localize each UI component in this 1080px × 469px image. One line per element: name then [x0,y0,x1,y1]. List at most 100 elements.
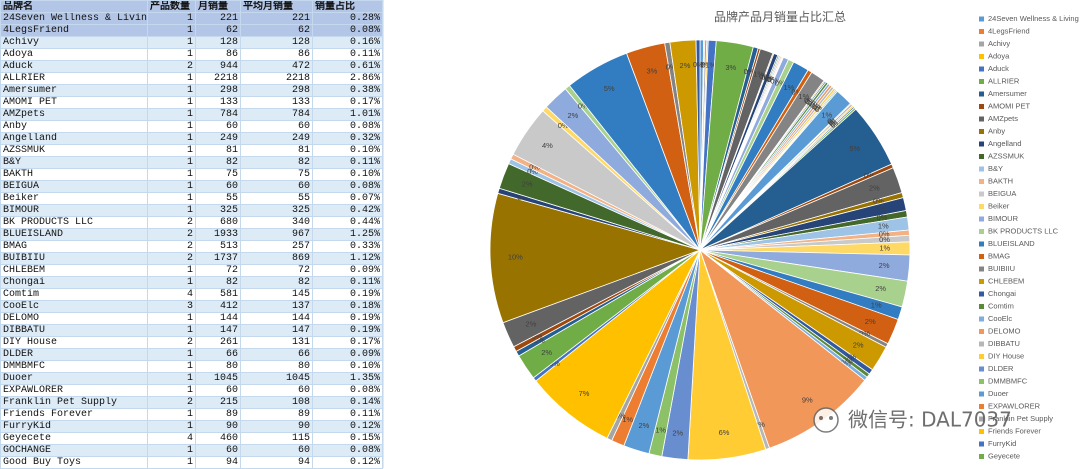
table-cell: 340 [240,216,313,229]
table-cell: 0.32% [312,132,383,145]
table-cell: 4 [147,288,196,301]
table-cell: 0.11% [312,156,383,169]
table-row: Adoya 1 86 86 0.11% [0,48,383,61]
column-header: 品牌名 [0,0,148,13]
legend-swatch [979,116,984,122]
table-row: Amersumer 1 298 298 0.38% [0,84,383,97]
table-cell: CHLEBEM [0,264,148,277]
data-label: 1% [821,111,832,120]
table-row: CooElc 3 412 137 0.18% [0,300,383,313]
table-cell: 1 [147,372,196,385]
data-label: 0% [828,117,839,126]
table-cell: 1045 [195,372,241,385]
table-cell: 60 [240,120,313,133]
data-label: 0% [813,103,824,112]
legend-swatch [979,429,984,434]
column-header: 月销量 [195,0,241,13]
legend-label: Anby [988,126,1005,135]
table-cell: 66 [195,348,241,361]
legend-swatch [979,316,984,322]
legend-label: BLUEISLAND [988,239,1035,248]
table-cell: 1 [147,36,196,49]
data-label: 6% [719,428,730,437]
table-cell: 1 [147,108,196,121]
table-cell: 90 [240,420,313,433]
data-label: 0% [765,74,776,83]
data-label: 0% [873,197,884,206]
legend-swatch [979,366,984,372]
table-cell: 82 [195,156,241,169]
watermark-text: 微信号: DAL7037 [848,408,1012,432]
legend-label: ALLRIER [988,76,1020,85]
data-label: 0% [843,356,854,365]
data-label: 2% [522,180,533,189]
legend-swatch [979,16,984,22]
data-label: 1% [783,83,794,92]
table-cell: 1933 [195,228,241,241]
legend-swatch [979,29,984,34]
data-label: 0% [532,332,543,341]
table-cell: 1 [147,156,196,169]
data-label: 0% [549,359,560,368]
data-label: 0% [529,163,540,172]
table-cell: 2218 [240,72,313,85]
pie-slice [695,39,701,251]
table-cell: Franklin Pet Supply [0,396,148,409]
header-row: 品牌名 产品数量 月销量 平均月销量 销量占比 [0,0,383,13]
table-cell: 133 [240,96,313,109]
legend-label: Franklin Pet Supply [988,414,1053,423]
table-cell: 1 [147,348,196,361]
data-label: 2% [526,320,537,329]
table-cell: 2 [147,228,196,241]
table-cell: 412 [195,300,241,313]
wechat-icon-eye [829,416,833,420]
data-label: 0% [831,120,842,129]
legend-label: Friends Forever [988,426,1041,435]
table-cell: 133 [195,96,241,109]
legend-swatch [979,304,984,309]
table-cell: Friends Forever [0,408,148,421]
table-row: Aduck 2 944 472 0.61% [0,60,383,73]
table-cell: 0.08% [312,120,383,133]
column-header: 销量占比 [312,0,383,13]
table-row: AMOMI PET 1 133 133 0.17% [0,96,383,109]
data-label: 0% [767,75,778,84]
data-label: 3% [725,63,736,72]
data-label: 2% [638,421,649,430]
table-cell: 1 [147,384,196,397]
table-row: DMMBMFC 1 80 80 0.10% [0,360,383,373]
table-cell: 82 [240,276,313,289]
data-label: 0% [806,98,817,107]
data-label: 0% [666,62,677,71]
table-cell: Angelland [0,132,148,145]
data-label: 2% [865,317,876,326]
data-label: 0% [815,105,826,114]
table-cell: 66 [240,348,313,361]
data-label: 0% [775,78,786,87]
data-label: 0% [859,329,870,338]
legend-label: 4LegsFriend [988,26,1030,35]
table-row: Good Buy Toys 1 94 94 0.12% [0,456,383,469]
data-label: 1% [753,70,764,79]
legend-swatch [979,154,984,159]
legend-swatch [979,191,984,197]
legend-label: BMAG [988,251,1010,260]
table-cell: 60 [195,444,241,457]
data-label: 2% [680,61,691,70]
data-label: 0% [578,102,589,111]
wechat-icon-eye [819,416,823,420]
table-cell: 0.10% [312,168,383,181]
table-cell: 94 [195,456,241,469]
pie-slice [489,192,702,324]
table-row: BLUEISLAND 2 1933 967 1.25% [0,228,383,241]
legend-swatch [979,204,984,209]
table-cell: 1 [147,312,196,325]
table-cell: 1 [147,24,196,37]
legend-label: BEIGUA [988,189,1016,198]
data-label: 0% [759,72,770,81]
table-cell: 94 [240,456,313,469]
table-cell: 0.08% [312,180,383,193]
table-cell: DIBBATU [0,324,148,337]
data-label: 4% [542,141,553,150]
column-header: 产品数量 [147,0,196,13]
